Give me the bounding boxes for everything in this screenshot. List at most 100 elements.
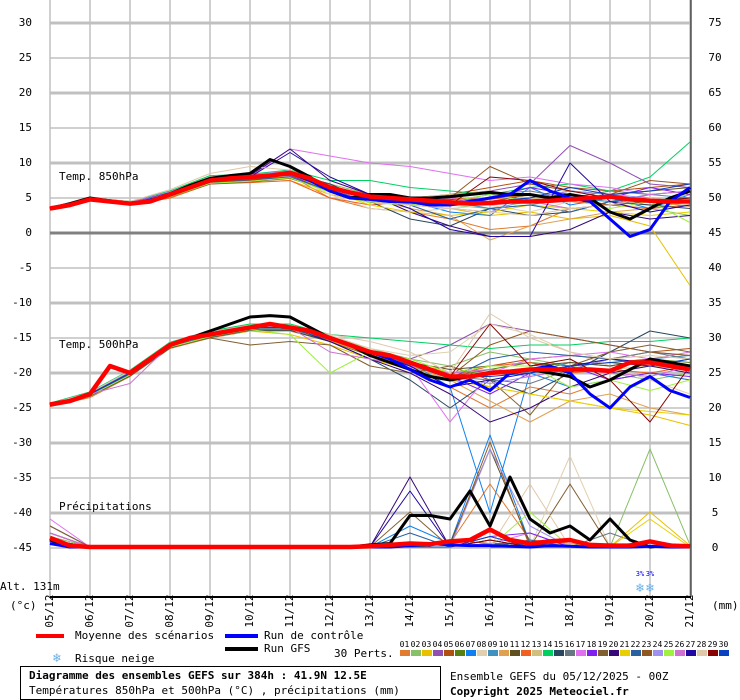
pert-legend-number: 11 bbox=[509, 640, 520, 649]
right-tick-label: 15 bbox=[708, 436, 722, 449]
pert-legend-swatch bbox=[554, 650, 564, 656]
right-tick-label: 75 bbox=[708, 16, 722, 29]
left-tick-label: 15 bbox=[18, 121, 32, 134]
legend-perts-label: 30 Perts. bbox=[334, 647, 394, 660]
pert-legend-number: 09 bbox=[487, 640, 498, 649]
right-tick-label: 20 bbox=[708, 401, 722, 414]
pert-28-t850-line bbox=[49, 166, 691, 216]
left-tick-label: -20 bbox=[12, 366, 32, 379]
x-tick-label: 20/12 bbox=[643, 594, 656, 628]
snow-risk-pct: 3% bbox=[646, 570, 655, 578]
pert-legend-swatch bbox=[653, 650, 663, 656]
pert-legend-swatch bbox=[609, 650, 619, 656]
left-tick-label: -45 bbox=[12, 541, 32, 554]
right-unit: (mm) bbox=[712, 599, 739, 612]
right-tick-label: 40 bbox=[708, 261, 722, 274]
legend-mean-swatch bbox=[36, 634, 64, 638]
main-series bbox=[49, 158, 691, 550]
snowflake-icon: ❄ bbox=[635, 581, 644, 596]
pert-legend-number: 26 bbox=[674, 640, 685, 649]
snowflake-icon: ❄ bbox=[53, 651, 61, 666]
mean-t850-line bbox=[49, 170, 690, 211]
pert-legend-number: 13 bbox=[531, 640, 542, 649]
right-tick-label: 25 bbox=[708, 366, 722, 379]
left-tick-label: -5 bbox=[18, 261, 32, 274]
pert-legend-swatch bbox=[521, 650, 531, 656]
x-tick-label: 06/12 bbox=[83, 594, 96, 628]
pert-legend-swatch bbox=[642, 650, 652, 656]
pert-14-t850-line bbox=[49, 141, 691, 209]
right-tick-label: 70 bbox=[708, 51, 722, 64]
pert-legend-swatch bbox=[488, 650, 498, 656]
pert-legend-number: 05 bbox=[443, 640, 454, 649]
pert-legend-swatch bbox=[499, 650, 509, 656]
pert-legend-swatch bbox=[543, 650, 553, 656]
pert-legend-number: 02 bbox=[410, 640, 421, 649]
x-tick-label: 07/12 bbox=[123, 594, 136, 628]
pert-legend-number: 29 bbox=[707, 640, 718, 649]
pert-legend-swatch bbox=[411, 650, 421, 656]
left-tick-label: -25 bbox=[12, 401, 32, 414]
left-tick-label: 5 bbox=[25, 191, 32, 204]
pert-legend-swatch bbox=[664, 650, 674, 656]
legend-control-label: Run de contrôle bbox=[264, 629, 364, 642]
pert-legend-number: 25 bbox=[663, 640, 674, 649]
pert-legend-number: 24 bbox=[652, 640, 663, 649]
pert-legend-number: 04 bbox=[432, 640, 443, 649]
right-tick-label: 55 bbox=[708, 156, 722, 169]
right-tick-label: 10 bbox=[708, 471, 722, 484]
pert-legend-number: 28 bbox=[696, 640, 707, 649]
label-t500: Temp. 500hPa bbox=[59, 338, 139, 351]
pert-legend-number: 03 bbox=[421, 640, 432, 649]
pert-legend-number: 21 bbox=[619, 640, 630, 649]
right-tick-label: 0 bbox=[711, 541, 719, 554]
left-tick-label: 20 bbox=[18, 86, 32, 99]
pert-legend-swatch bbox=[719, 650, 729, 656]
right-tick-label: 65 bbox=[708, 86, 722, 99]
altitude: Alt. 131m bbox=[0, 580, 60, 593]
left-tick-label: -30 bbox=[12, 436, 32, 449]
pert-legend-swatch bbox=[510, 650, 520, 656]
x-tick-label: 12/12 bbox=[323, 594, 336, 628]
legend-control-swatch bbox=[225, 634, 258, 638]
pert-legend-number: 06 bbox=[454, 640, 465, 649]
pert-legend-number: 27 bbox=[685, 640, 696, 649]
pert-legend-number: 01 bbox=[399, 640, 410, 649]
run-info: Ensemble GEFS du 05/12/2025 - 00Z bbox=[450, 670, 669, 683]
pert-legend-number: 22 bbox=[630, 640, 641, 649]
left-tick-label: -10 bbox=[12, 296, 32, 309]
pert-legend-number: 14 bbox=[542, 640, 553, 649]
pert-legend-number: 18 bbox=[586, 640, 597, 649]
label-precip: Précipitations bbox=[59, 500, 152, 513]
legend-gfs-label: Run GFS bbox=[264, 642, 311, 655]
left-tick-label: 0 bbox=[25, 226, 32, 239]
pert-legend-swatch bbox=[477, 650, 487, 656]
x-tick-label: 08/12 bbox=[163, 594, 176, 628]
pert-legend-swatch bbox=[620, 650, 630, 656]
pert-legend-number: 20 bbox=[608, 640, 619, 649]
x-tick-label: 13/12 bbox=[363, 594, 376, 628]
pert-legend-number: 17 bbox=[575, 640, 586, 649]
pert-legend-swatch bbox=[422, 650, 432, 656]
snowflake-icon: ❄ bbox=[645, 581, 654, 596]
chart-title: Diagramme des ensembles GEFS sur 384h : … bbox=[29, 669, 367, 682]
pert-legend-number: 30 bbox=[718, 640, 729, 649]
pert-legend-swatch bbox=[686, 650, 696, 656]
pert-legend-number: 10 bbox=[498, 640, 509, 649]
pert-legend-swatch bbox=[444, 650, 454, 656]
mean-precip-line bbox=[49, 527, 691, 550]
left-tick-label: 30 bbox=[18, 16, 32, 29]
x-tick-label: 21/12 bbox=[683, 594, 696, 628]
pert-legend-swatch bbox=[631, 650, 641, 656]
pert-legend-number: 16 bbox=[564, 640, 575, 649]
pert-legend-swatch bbox=[565, 650, 575, 656]
snow-risk-pct: 3% bbox=[636, 570, 645, 578]
pert-legend-swatch bbox=[697, 650, 707, 656]
pert-legend-swatch bbox=[576, 650, 586, 656]
pert-legend-number: 12 bbox=[520, 640, 531, 649]
pert-legend-swatch bbox=[532, 650, 542, 656]
x-tick-label: 19/12 bbox=[603, 594, 616, 628]
x-tick-label: 17/12 bbox=[523, 594, 536, 628]
left-unit: (°c) bbox=[10, 599, 37, 612]
